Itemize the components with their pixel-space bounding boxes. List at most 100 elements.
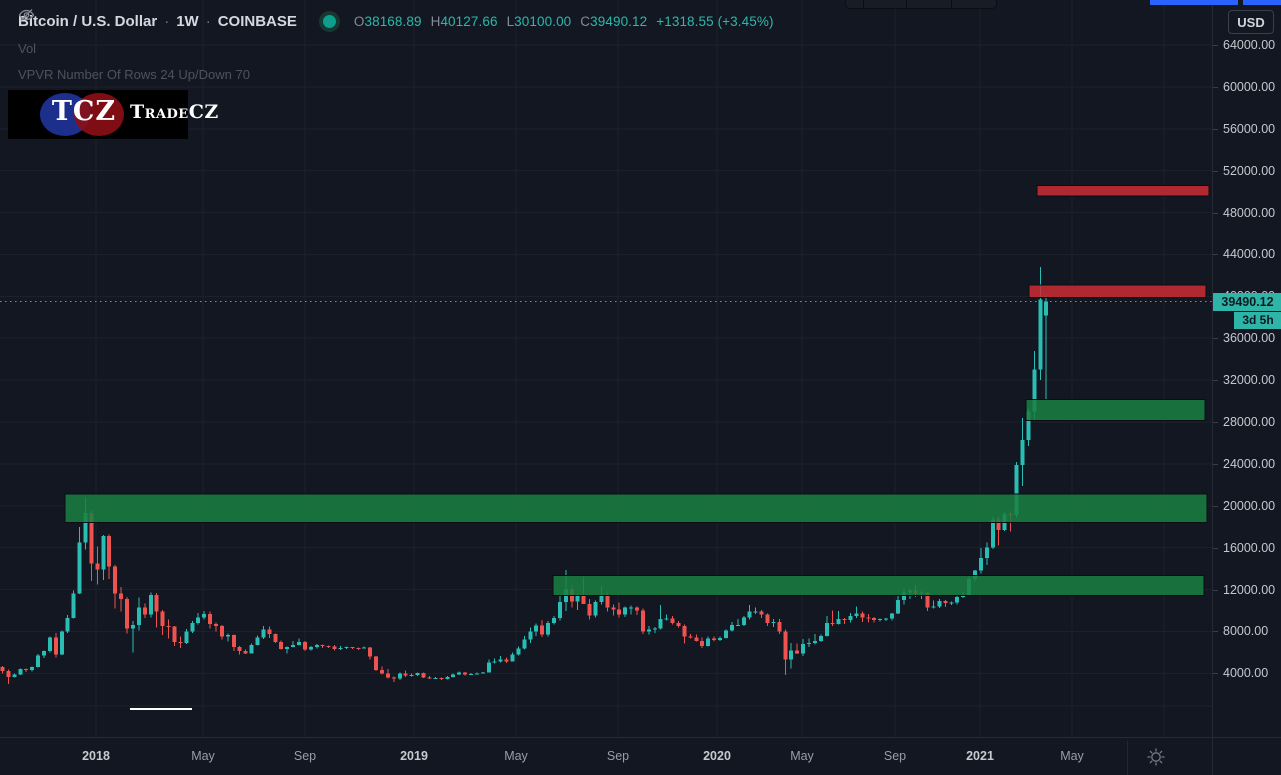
candle-body xyxy=(178,641,183,643)
interval-label[interactable]: 1W xyxy=(176,12,199,30)
candle-body xyxy=(362,647,367,649)
candle-body xyxy=(1020,439,1025,465)
candle-body xyxy=(943,601,948,604)
candle-body xyxy=(931,606,936,608)
candle-body xyxy=(534,625,539,632)
candle-body xyxy=(267,629,272,635)
candle-body xyxy=(59,631,64,655)
candle-body xyxy=(350,647,355,649)
candle-body xyxy=(984,547,989,559)
price-axis[interactable]: ··· USD 39490.12 3d 5h 64000.0060000.005… xyxy=(1212,0,1281,737)
candle-body xyxy=(1026,411,1031,440)
candle-body xyxy=(540,625,545,635)
price-axis-label: 52000.00 xyxy=(1212,163,1276,178)
candle-body xyxy=(202,614,207,618)
candle-body xyxy=(878,618,883,620)
market-status-icon[interactable] xyxy=(318,10,340,32)
high-value: 40127.66 xyxy=(440,13,498,29)
support-zone-19k-21k[interactable] xyxy=(64,493,1208,524)
candle-body xyxy=(291,645,296,648)
candle-body xyxy=(676,623,681,627)
candle-body xyxy=(213,624,218,627)
candle-body xyxy=(640,610,645,632)
candle-body xyxy=(492,661,497,663)
candle-body xyxy=(1032,369,1037,412)
candle-body xyxy=(818,636,823,641)
candle-body xyxy=(385,673,390,678)
candle-body xyxy=(285,647,290,650)
candle-body xyxy=(6,671,11,677)
candle-body xyxy=(243,650,248,654)
candle-body xyxy=(777,621,782,632)
candle-body xyxy=(95,563,100,570)
support-zone-28k-30k[interactable] xyxy=(1025,398,1206,421)
indicator-row-volume[interactable]: Vol xyxy=(18,9,783,60)
resistance-zone-40k-41k[interactable] xyxy=(1028,284,1207,298)
indicator-label: VPVR Number Of Rows 24 Up/Down 70 xyxy=(18,66,250,82)
separator: · xyxy=(164,12,170,30)
candle-body xyxy=(581,595,586,605)
candle-body xyxy=(403,673,408,676)
exchange-label[interactable]: COINBASE xyxy=(217,12,297,30)
time-axis-month-label: Sep xyxy=(883,749,907,763)
time-axis-year-label: 2021 xyxy=(966,749,994,763)
time-axis[interactable]: 2018 May Sep 2019 May Sep 2020 May Sep 2021 May xyxy=(0,737,1281,775)
candle-body xyxy=(1038,299,1043,370)
candle-body xyxy=(30,667,35,671)
candle-body xyxy=(273,634,278,642)
symbol-name[interactable]: Bitcoin / U.S. Dollar xyxy=(18,12,158,30)
ohlc-values: O38168.89 H40127.66 L30100.00 C39490.12 +131… xyxy=(353,13,774,29)
symbol-legend[interactable]: Bitcoin / U.S. Dollar · 1W · COINBASE O3… xyxy=(18,8,783,34)
candle-body xyxy=(611,607,616,610)
candle-body xyxy=(522,639,527,649)
candle-body xyxy=(255,637,260,646)
support-zone-11k-13k[interactable] xyxy=(552,574,1205,596)
indicator-row-vpvr[interactable]: VPVR Number Of Rows 24 Up/Down 70 xyxy=(18,9,783,86)
candle-body xyxy=(42,650,47,656)
candle-body xyxy=(344,647,349,649)
candle-body xyxy=(409,674,414,676)
candle-body xyxy=(890,613,894,619)
candle-body xyxy=(664,618,669,620)
price-axis-label: 64000.00 xyxy=(1212,38,1276,52)
candle-body xyxy=(635,607,640,611)
candle-body xyxy=(208,614,213,625)
candle-body xyxy=(421,672,426,678)
indicator-label: Vol xyxy=(18,40,37,56)
candle-body xyxy=(901,592,906,600)
axis-divider xyxy=(1127,741,1128,775)
candle-body xyxy=(196,617,201,624)
candle-body xyxy=(231,635,236,648)
candle-body xyxy=(895,599,900,614)
candle-body xyxy=(866,617,871,619)
close-value: 39490.12 xyxy=(590,13,648,29)
candle-body xyxy=(806,642,811,644)
time-axis-year-label: 2018 xyxy=(82,749,110,763)
candle-body xyxy=(682,626,687,637)
candle-body xyxy=(326,646,331,648)
candle-body xyxy=(433,677,438,679)
price-axis-label: 4000.00 xyxy=(1212,666,1269,681)
candle-body xyxy=(154,594,159,612)
candle-body xyxy=(617,609,622,615)
candle-body xyxy=(302,641,307,650)
price-axis-label: 12000.00 xyxy=(1212,582,1276,597)
candle-body xyxy=(445,676,450,680)
currency-toggle-button[interactable]: USD xyxy=(1228,10,1274,34)
candle-body xyxy=(190,623,195,632)
candle-body xyxy=(279,641,284,650)
candle-body xyxy=(961,594,966,597)
candle-body xyxy=(225,635,230,637)
candle-body xyxy=(990,519,995,548)
candle-body xyxy=(937,601,942,607)
candle-body xyxy=(789,650,794,660)
resistance-zone-49k-50k[interactable] xyxy=(1036,184,1210,197)
open-value: 38168.89 xyxy=(364,13,422,29)
candle-body xyxy=(24,669,29,671)
time-axis-month-label: May xyxy=(790,749,814,763)
candle-body xyxy=(783,631,788,660)
candle-body xyxy=(575,595,580,602)
candle-body xyxy=(830,623,835,625)
